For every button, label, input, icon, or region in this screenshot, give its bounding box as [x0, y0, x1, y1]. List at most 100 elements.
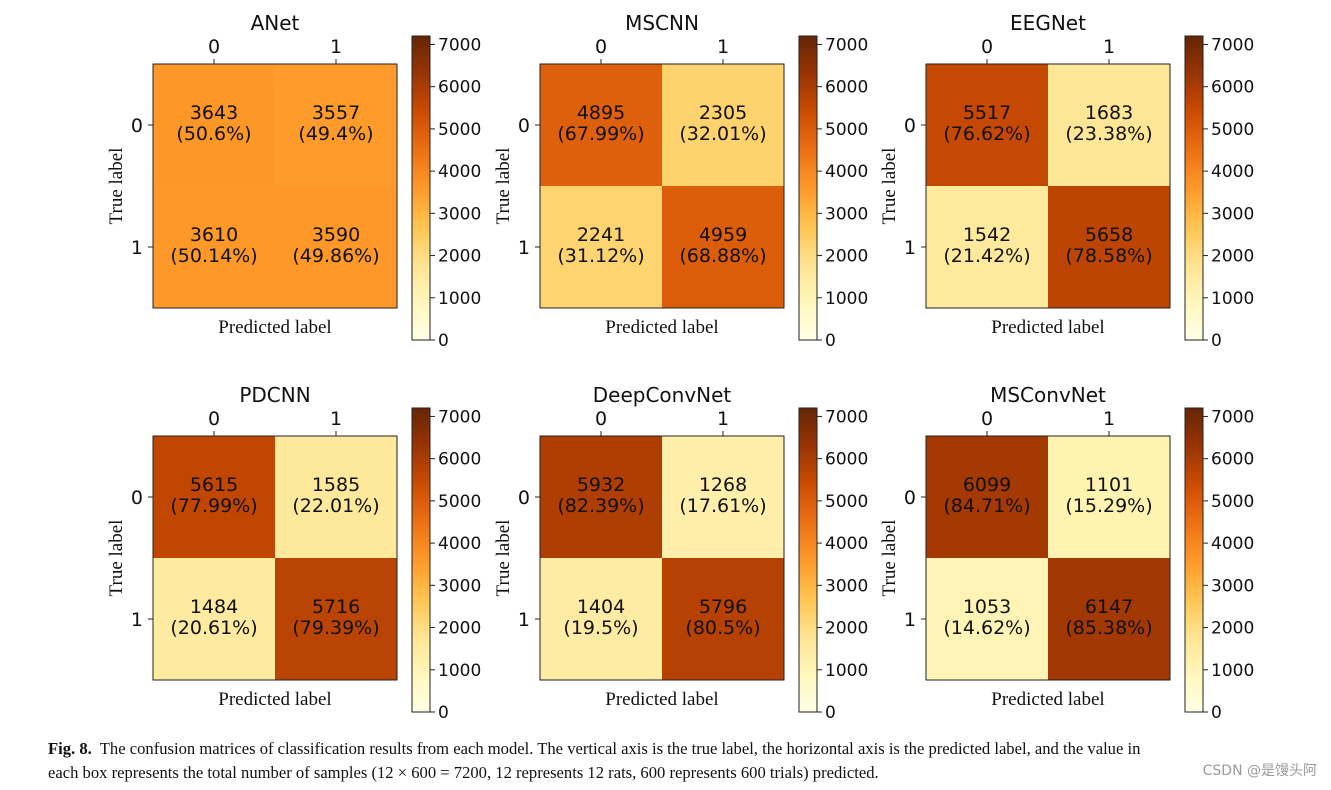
- colorbar-tick-label: 3000: [825, 576, 868, 596]
- matrix-cell: [153, 186, 275, 308]
- colorbar-tick-label: 7000: [1211, 35, 1254, 55]
- x-axis-label: Predicted label: [605, 689, 718, 710]
- colorbar-tick-label: 2000: [825, 619, 868, 639]
- matrix-cell: [1048, 64, 1170, 186]
- colorbar-tick-label: 2000: [1211, 619, 1254, 639]
- cell-percent-label: (49.4%): [298, 123, 373, 145]
- colorbar-tick-label: 1000: [825, 289, 868, 309]
- colorbar-tick-label: 2000: [1211, 247, 1254, 267]
- matrix-frame: [539, 63, 785, 309]
- cell-percent-label: (21.42%): [943, 245, 1030, 267]
- y-axis-label: True label: [106, 148, 127, 225]
- colorbar-tick-label: 3000: [1211, 576, 1254, 596]
- cell-count-label: 3557: [312, 102, 360, 124]
- cell-percent-label: (67.99%): [557, 123, 644, 145]
- matrix-frame: [539, 435, 785, 681]
- x-axis-label: Predicted label: [991, 317, 1104, 338]
- cell-count-label: 6099: [963, 474, 1011, 496]
- colorbar: [1184, 35, 1204, 341]
- cell-count-label: 2305: [699, 102, 747, 124]
- matrix-frame: [152, 435, 398, 681]
- colorbar-tick-label: 0: [438, 331, 449, 351]
- colorbar-tick-label: 5000: [1211, 492, 1254, 512]
- x-axis-label: Predicted label: [991, 689, 1104, 710]
- chart-mscnn: MSCNN 0 1 0 1 4895(67.99%) 2305(32.01%) 2241(31…: [493, 11, 868, 351]
- matrix-frame: [925, 435, 1171, 681]
- y-axis-label: True label: [106, 520, 127, 597]
- cell-count-label: 5796: [699, 596, 747, 618]
- matrix-cell: [1048, 558, 1170, 680]
- cell-count-label: 1404: [577, 596, 625, 618]
- matrix-cell: [926, 64, 1048, 186]
- cell-percent-label: (50.6%): [176, 123, 251, 145]
- cell-percent-label: (23.38%): [1065, 123, 1152, 145]
- matrix-cell: [1048, 436, 1170, 558]
- x-tick-label: 1: [717, 36, 729, 58]
- watermark: CSDN @是馒头阿: [1202, 763, 1317, 779]
- colorbar-tick-label: 5000: [1211, 120, 1254, 140]
- colorbar-tick-label: 7000: [1211, 407, 1254, 427]
- cell-count-label: 3643: [190, 102, 238, 124]
- cell-count-label: 6147: [1085, 596, 1133, 618]
- chart-anet: ANet 0 1 0 1 3643(50.6%) 3557(49.4%) 3610(50.14…: [106, 11, 481, 351]
- chart-pdcnn: PDCNN 0 1 0 1 5615(77.99%) 1585(22.01%) 1484(20…: [106, 383, 481, 723]
- x-tick-label: 0: [208, 408, 220, 430]
- y-axis-label: True label: [879, 520, 900, 597]
- matrix-cell: [662, 186, 784, 308]
- cell-count-label: 5932: [577, 474, 625, 496]
- cell-count-label: 2241: [577, 224, 625, 246]
- cell-count-label: 5615: [190, 474, 238, 496]
- cell-percent-label: (20.61%): [170, 617, 257, 639]
- x-axis-label: Predicted label: [218, 689, 331, 710]
- matrix-cell: [275, 64, 397, 186]
- colorbar: [798, 35, 818, 341]
- x-tick-label: 0: [981, 408, 993, 430]
- cell-count-label: 1268: [699, 474, 747, 496]
- cell-percent-label: (80.5%): [685, 617, 760, 639]
- colorbar: [798, 407, 818, 713]
- colorbar-tick-label: 3000: [1211, 204, 1254, 224]
- x-tick-label: 1: [330, 408, 342, 430]
- colorbar-tick-label: 1000: [1211, 289, 1254, 309]
- colorbar-tick-label: 4000: [438, 534, 481, 554]
- chart-title: PDCNN: [239, 383, 310, 407]
- matrix-cell: [926, 186, 1048, 308]
- cell-percent-label: (78.58%): [1065, 245, 1152, 267]
- y-tick-label: 1: [131, 609, 143, 631]
- matrix-cell: [153, 558, 275, 680]
- matrix-cell: [926, 436, 1048, 558]
- colorbar-tick-label: 1000: [825, 661, 868, 681]
- colorbar-tick-label: 0: [1211, 703, 1222, 723]
- cell-count-label: 1053: [963, 596, 1011, 618]
- cell-percent-label: (85.38%): [1065, 617, 1152, 639]
- colorbar-tick-label: 5000: [438, 120, 481, 140]
- x-tick-label: 1: [330, 36, 342, 58]
- colorbar-tick-label: 6000: [1211, 78, 1254, 98]
- cell-count-label: 4895: [577, 102, 625, 124]
- colorbar-tick-label: 0: [825, 331, 836, 351]
- cell-percent-label: (17.61%): [679, 495, 766, 517]
- x-tick-label: 1: [1103, 408, 1115, 430]
- y-tick-label: 1: [518, 609, 530, 631]
- colorbar-tick-label: 2000: [825, 247, 868, 267]
- y-tick-label: 1: [518, 237, 530, 259]
- matrix-cell: [662, 558, 784, 680]
- chart-title: ANet: [251, 11, 300, 35]
- cell-percent-label: (50.14%): [170, 245, 257, 267]
- colorbar-tick-label: 4000: [825, 534, 868, 554]
- y-axis-label: True label: [879, 148, 900, 225]
- cell-percent-label: (79.39%): [292, 617, 379, 639]
- cell-count-label: 5658: [1085, 224, 1133, 246]
- x-tick-label: 1: [717, 408, 729, 430]
- x-axis-label: Predicted label: [218, 317, 331, 338]
- cell-percent-label: (82.39%): [557, 495, 644, 517]
- colorbar-tick-label: 6000: [1211, 450, 1254, 470]
- cell-count-label: 1683: [1085, 102, 1133, 124]
- chart-title: MSCNN: [625, 11, 699, 35]
- cell-percent-label: (76.62%): [943, 123, 1030, 145]
- cell-percent-label: (77.99%): [170, 495, 257, 517]
- caption-text-1: The confusion matrices of classification…: [99, 739, 1141, 758]
- y-tick-label: 0: [904, 487, 916, 509]
